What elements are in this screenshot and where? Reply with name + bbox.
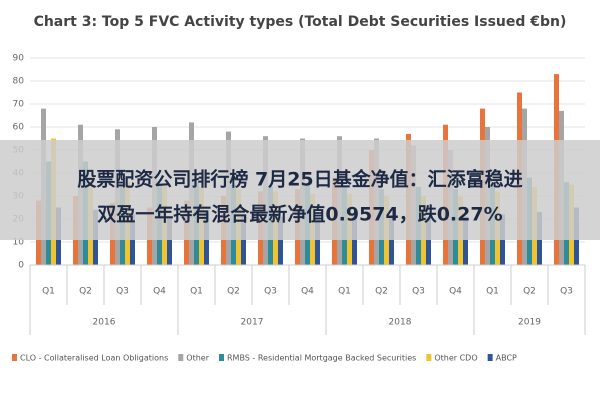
x-tick-label: Q2 (227, 287, 240, 297)
bar (426, 216, 431, 265)
legend-swatch (12, 354, 17, 361)
overlay-text: 股票配资公司排行榜 7月25日基金净值：汇添富稳进 (77, 168, 522, 191)
x-tick-label: Q3 (264, 287, 277, 297)
x-tick-label: Q3 (560, 287, 573, 297)
x-tick-label: Q1 (338, 287, 351, 297)
legend-swatch (426, 354, 432, 361)
y-tick-label: 70 (13, 100, 25, 110)
bar (278, 216, 283, 265)
legend-label: RMBS - Residential Mortgage Backed Secur… (227, 354, 416, 363)
group-label: 2019 (518, 318, 541, 328)
bar (167, 216, 172, 265)
group-label: 2016 (93, 318, 116, 328)
legend-swatch (487, 354, 493, 361)
x-tick-label: Q1 (486, 287, 499, 297)
x-tick-label: Q4 (301, 287, 314, 297)
y-tick-label: 0 (18, 261, 24, 271)
y-tick-label: 60 (13, 123, 25, 133)
chart-title: Chart 3: Top 5 FVC Activity types (Total… (34, 14, 567, 30)
legend-label: ABCP (496, 354, 517, 363)
legend-swatch (178, 354, 184, 361)
x-tick-label: Q2 (79, 287, 92, 297)
x-tick-label: Q1 (190, 287, 203, 297)
x-tick-label: Q3 (116, 287, 129, 297)
legend-label: Other (186, 354, 209, 363)
x-tick-label: Q4 (449, 287, 462, 297)
x-tick-label: Q2 (375, 287, 388, 297)
group-label: 2018 (389, 318, 412, 328)
x-tick-label: Q1 (42, 287, 55, 297)
y-tick-label: 80 (13, 77, 25, 87)
bar (463, 216, 468, 265)
y-tick-label: 90 (13, 54, 25, 64)
legend-label: CLO - Collateralised Loan Obligations (20, 354, 168, 363)
x-tick-label: Q3 (412, 287, 425, 297)
x-tick-label: Q2 (523, 287, 536, 297)
x-tick-label: Q4 (153, 287, 166, 297)
overlay-banner (0, 140, 600, 240)
y-tick-label: 10 (13, 238, 25, 248)
legend-label: Other CDO (434, 354, 477, 363)
bar (389, 216, 394, 265)
group-label: 2017 (241, 318, 264, 328)
legend-swatch (219, 354, 224, 361)
overlay-text: 双盈一年持有混合最新净值0.9574，跌0.27% (97, 203, 502, 226)
